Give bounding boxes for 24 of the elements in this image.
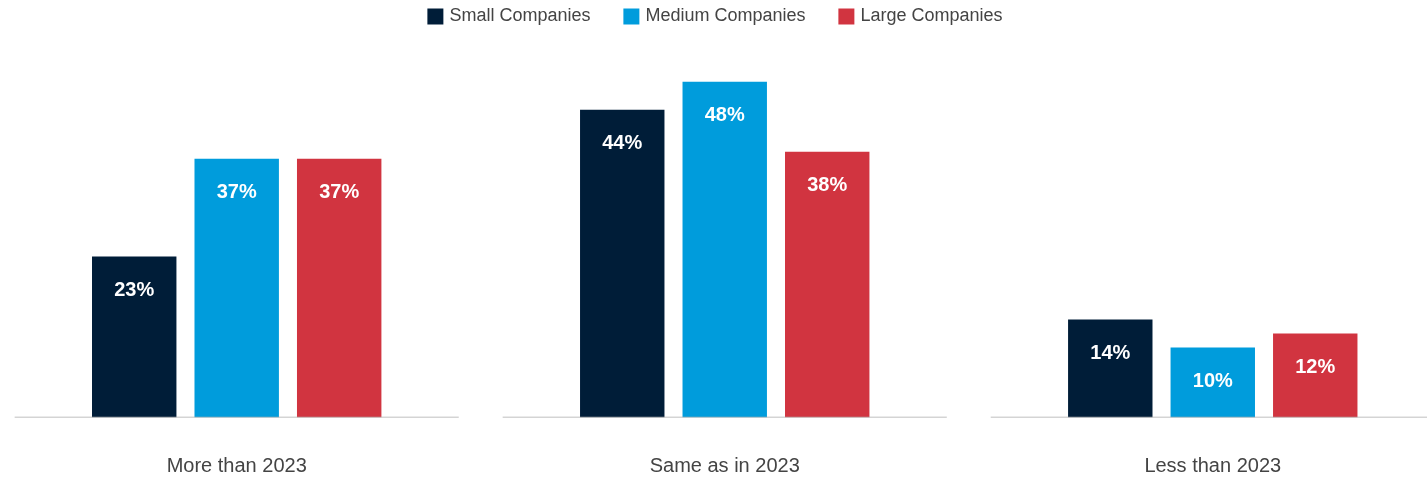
data-label: 48% xyxy=(704,102,745,125)
bar xyxy=(682,81,767,418)
x-tick-label: Same as in 2023 xyxy=(649,453,800,476)
bar xyxy=(92,256,177,418)
data-label: 10% xyxy=(1192,368,1233,391)
data-label: 12% xyxy=(1295,354,1336,377)
bar xyxy=(580,109,665,418)
data-label: 14% xyxy=(1090,340,1131,363)
bar xyxy=(1170,347,1255,418)
legend-label: Large Companies xyxy=(860,5,1003,26)
data-label: 37% xyxy=(216,179,257,202)
bar xyxy=(1273,333,1358,418)
data-label: 38% xyxy=(807,172,848,195)
bar xyxy=(296,158,382,418)
data-label: 23% xyxy=(114,277,155,300)
x-tick-label: Less than 2023 xyxy=(1144,453,1282,476)
legend-label: Medium Companies xyxy=(645,5,806,26)
legend-label: Small Companies xyxy=(449,5,591,26)
data-label: 37% xyxy=(319,179,360,202)
data-label: 44% xyxy=(602,130,643,153)
bar xyxy=(785,151,870,418)
x-tick-label: More than 2023 xyxy=(166,453,307,476)
bar xyxy=(194,158,279,418)
bar xyxy=(1068,319,1153,418)
